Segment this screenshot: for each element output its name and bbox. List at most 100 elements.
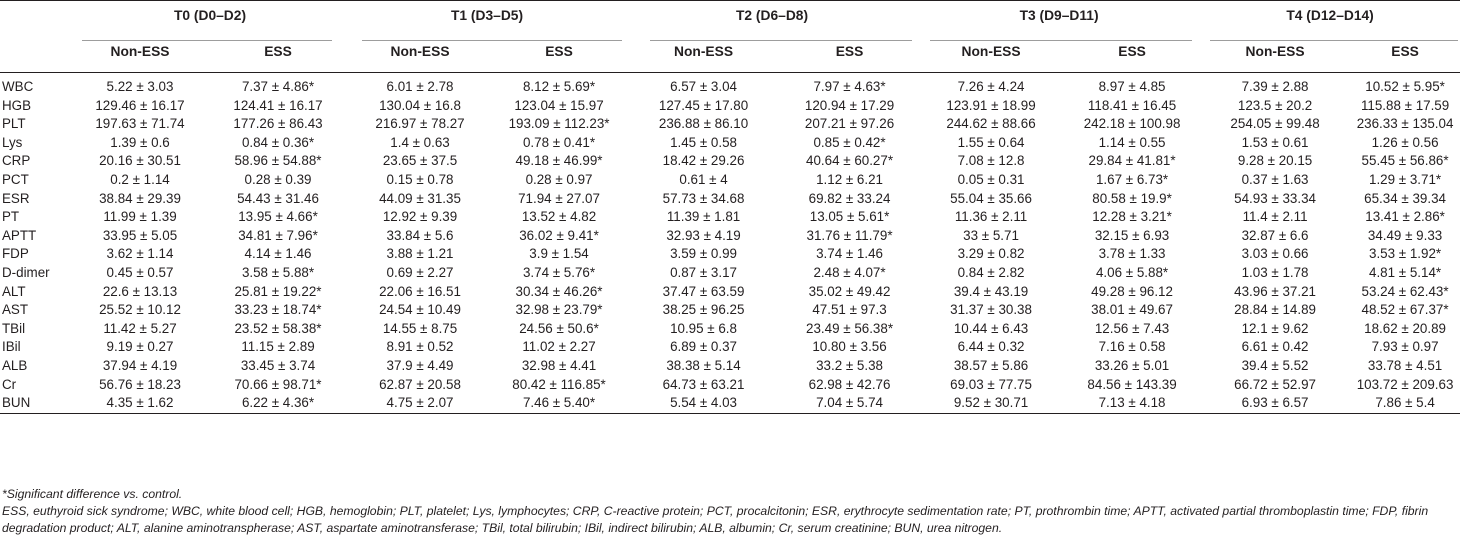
table-cell: 127.45 ± 17.80: [658, 97, 749, 113]
table-cell: 11.99 ± 1.39: [103, 209, 177, 225]
table-cell: 8.91 ± 0.52: [386, 339, 454, 355]
table-cell: 3.59 ± 0.99: [670, 246, 737, 262]
table-cell: 0.05 ± 0.31: [957, 171, 1025, 187]
table-cell: 11.42 ± 5.27: [103, 320, 177, 336]
table-cell: 58.96 ± 54.88*: [234, 153, 322, 169]
row-label: Cr: [2, 376, 17, 392]
table-cell: 123.91 ± 18.99: [946, 97, 1036, 113]
table-cell: 207.21 ± 97.26: [804, 116, 895, 132]
table-cell: 1.12 ± 6.21: [816, 171, 883, 187]
table-cell: 54.93 ± 33.34: [1234, 190, 1316, 206]
group-header-t0: T0 (D0–D2): [173, 8, 247, 24]
corner-cell: [0, 33, 72, 73]
table-cell: 3.29 ± 0.82: [957, 246, 1025, 262]
table-cell: 7.26 ± 4.24: [957, 79, 1025, 94]
sub-header-non-ess: Non-ESS: [674, 44, 734, 60]
sub-header-non-ess: Non-ESS: [390, 44, 450, 60]
table-cell: 10.80 ± 3.56: [812, 339, 887, 355]
table-cell: 37.47 ± 63.59: [662, 283, 745, 299]
table-cell: 4.75 ± 2.07: [386, 395, 454, 411]
table-cell: 11.02 ± 2.27: [522, 339, 596, 355]
table-cell: 24.54 ± 10.49: [379, 302, 461, 318]
table-cell: 13.52 ± 4.82: [521, 209, 597, 225]
table-cell: 123.5 ± 20.2: [1237, 97, 1313, 113]
table-cell: 7.16 ± 0.58: [1098, 339, 1166, 355]
table-cell: 7.93 ± 0.97: [1371, 339, 1439, 355]
table-cell: 244.62 ± 88.66: [946, 116, 1036, 132]
table-cell: 12.1 ± 9.62: [1241, 320, 1309, 336]
table-cell: 62.87 ± 20.58: [379, 376, 461, 392]
footnote-significance: *Significant difference vs. control.: [2, 487, 183, 501]
table-cell: 31.37 ± 30.38: [950, 302, 1032, 318]
table-cell: 12.28 ± 3.21*: [1092, 209, 1172, 225]
sub-header-ess: ESS: [545, 44, 573, 60]
table-cell: 65.34 ± 39.34: [1364, 190, 1446, 206]
group-underline-t3: [930, 40, 1192, 41]
table-cell: 32.98 ± 4.41: [521, 357, 597, 373]
table-cell: 216.97 ± 78.27: [375, 116, 465, 132]
table-cell: 30.34 ± 46.26*: [515, 283, 603, 299]
table-cell: 49.28 ± 96.12: [1091, 283, 1173, 299]
row-label: AST: [2, 302, 29, 318]
table-cell: 57.73 ± 34.68: [662, 190, 745, 206]
table-cell: 71.94 ± 27.07: [518, 190, 600, 206]
table-row: ESR 38.84 ± 29.39 54.43 ± 31.46 44.09 ± 31.…: [0, 190, 1460, 209]
table-cell: 33.2 ± 5.38: [816, 357, 883, 373]
table-cell: 1.67 ± 6.73*: [1095, 171, 1169, 187]
table-cell: 11.4 ± 2.11: [1242, 209, 1308, 225]
table-cell: 38.57 ± 5.86: [953, 357, 1029, 373]
table-cell: 1.55 ± 0.64: [957, 134, 1025, 150]
row-label: D-dimer: [2, 264, 50, 280]
table-cell: 28.84 ± 14.89: [1234, 302, 1316, 318]
table-row: APTT 33.95 ± 5.05 34.81 ± 7.96* 33.84 ± 5.6…: [0, 227, 1460, 246]
table-row: CRP 20.16 ± 30.51 58.96 ± 54.88* 23.65 ± 37…: [0, 152, 1460, 171]
table-cell: 23.52 ± 58.38*: [234, 320, 322, 336]
table-cell: 11.15 ± 2.89: [241, 339, 315, 355]
table-cell: 37.9 ± 4.49: [386, 357, 454, 373]
table-cell: 236.88 ± 86.10: [658, 116, 749, 132]
table-cell: 24.56 ± 50.6*: [519, 320, 599, 336]
table-cell: 8.12 ± 5.69*: [522, 79, 596, 94]
table-cell: 20.16 ± 30.51: [99, 153, 181, 169]
row-label: FDP: [2, 246, 29, 262]
table-cell: 9.52 ± 30.71: [953, 395, 1029, 411]
table-cell: 6.61 ± 0.42: [1241, 339, 1309, 355]
sub-header-ess: ESS: [835, 44, 864, 60]
row-label: ESR: [2, 190, 30, 206]
table-cell: 1.45 ± 0.58: [670, 134, 737, 150]
table-cell: 6.89 ± 0.37: [670, 339, 737, 355]
table-cell: 33.45 ± 3.74: [240, 357, 316, 373]
table-cell: 3.74 ± 5.76*: [522, 264, 596, 280]
group-header-t1: T1 (D3–D5): [450, 8, 524, 24]
table-cell: 39.4 ± 43.19: [953, 283, 1029, 299]
group-header-t4: T4 (D12–D14): [1286, 8, 1374, 24]
table-cell: 0.37 ± 1.63: [1241, 171, 1309, 187]
table-cell: 33 ± 5.71: [963, 227, 1019, 243]
table-row: BUN 4.35 ± 1.62 6.22 ± 4.36* 4.75 ± 2.07 7.4…: [0, 394, 1460, 414]
table-cell: 10.95 ± 6.8: [670, 320, 737, 336]
group-header-t3: T3 (D9–D11): [1019, 8, 1099, 24]
table-cell: 3.62 ± 1.14: [106, 246, 174, 262]
table-cell: 32.87 ± 6.6: [1241, 227, 1309, 243]
table-cell: 34.81 ± 7.96*: [238, 227, 318, 243]
table-row: PT 11.99 ± 1.39 13.95 ± 4.66* 12.92 ± 9.39 1…: [0, 208, 1460, 227]
table-cell: 29.84 ± 41.81*: [1088, 153, 1176, 169]
table-cell: 0.87 ± 3.17: [670, 264, 737, 280]
footnote-abbreviations: ESS, euthyroid sick syndrome; WBC, white…: [2, 504, 1429, 536]
table-row: PCT 0.2 ± 1.14 0.28 ± 0.39 0.15 ± 0.78 0.28 …: [0, 171, 1460, 190]
row-label: WBC: [2, 79, 34, 94]
table-cell: 13.05 ± 5.61*: [809, 209, 890, 225]
table-cell: 0.45 ± 0.57: [106, 264, 174, 280]
table-cell: 37.94 ± 4.19: [102, 357, 178, 373]
table-cell: 62.98 ± 42.76: [808, 376, 891, 392]
table-cell: 33.84 ± 5.6: [386, 227, 454, 243]
table-cell: 7.04 ± 5.74: [816, 395, 883, 411]
table-cell: 18.62 ± 20.89: [1364, 320, 1446, 336]
table-cell: 80.58 ± 19.9*: [1092, 190, 1172, 206]
table-cell: 53.24 ± 62.43*: [1361, 283, 1449, 299]
table-cell: 5.54 ± 4.03: [670, 395, 737, 411]
table-cell: 103.72 ± 209.63: [1356, 376, 1454, 392]
row-label: APTT: [2, 227, 37, 243]
table-cell: 118.41 ± 16.45: [1087, 97, 1177, 113]
sub-header-non-ess: Non-ESS: [961, 44, 1021, 60]
